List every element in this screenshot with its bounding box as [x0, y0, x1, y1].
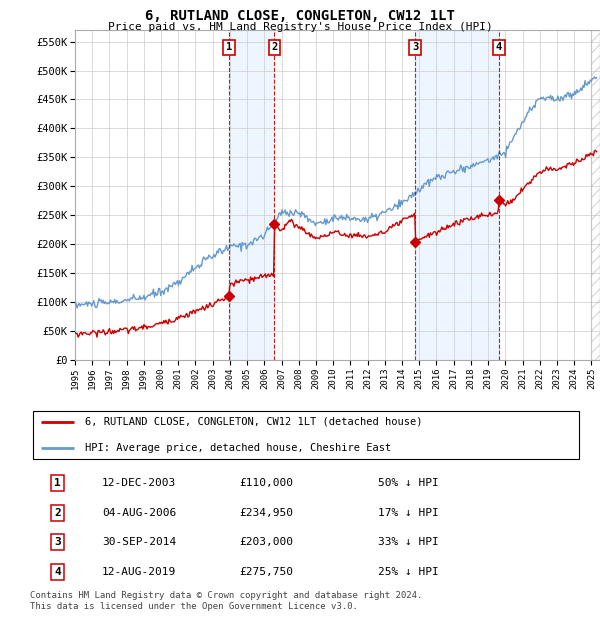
- Text: 12-DEC-2003: 12-DEC-2003: [102, 478, 176, 488]
- Text: £234,950: £234,950: [240, 508, 294, 518]
- Text: £110,000: £110,000: [240, 478, 294, 488]
- Bar: [592, 30, 600, 360]
- Text: 25% ↓ HPI: 25% ↓ HPI: [378, 567, 439, 577]
- Text: 6, RUTLAND CLOSE, CONGLETON, CW12 1LT (detached house): 6, RUTLAND CLOSE, CONGLETON, CW12 1LT (d…: [85, 417, 422, 427]
- Text: 3: 3: [54, 538, 61, 547]
- Text: £275,750: £275,750: [240, 567, 294, 577]
- Text: HPI: Average price, detached house, Cheshire East: HPI: Average price, detached house, Ches…: [85, 443, 391, 453]
- Bar: [592, 30, 600, 360]
- Bar: [415, 30, 499, 360]
- Text: 1: 1: [226, 42, 232, 52]
- Text: 4: 4: [54, 567, 61, 577]
- Text: 04-AUG-2006: 04-AUG-2006: [102, 508, 176, 518]
- Bar: [229, 30, 274, 360]
- Text: £203,000: £203,000: [240, 538, 294, 547]
- Text: 2: 2: [271, 42, 277, 52]
- Text: 30-SEP-2014: 30-SEP-2014: [102, 538, 176, 547]
- FancyBboxPatch shape: [33, 411, 579, 459]
- Text: 50% ↓ HPI: 50% ↓ HPI: [378, 478, 439, 488]
- Text: 2: 2: [54, 508, 61, 518]
- Text: 6, RUTLAND CLOSE, CONGLETON, CW12 1LT: 6, RUTLAND CLOSE, CONGLETON, CW12 1LT: [145, 9, 455, 24]
- Text: Price paid vs. HM Land Registry's House Price Index (HPI): Price paid vs. HM Land Registry's House …: [107, 22, 493, 32]
- Text: 1: 1: [54, 478, 61, 488]
- Text: 4: 4: [496, 42, 502, 52]
- Text: 33% ↓ HPI: 33% ↓ HPI: [378, 538, 439, 547]
- Text: 17% ↓ HPI: 17% ↓ HPI: [378, 508, 439, 518]
- Text: Contains HM Land Registry data © Crown copyright and database right 2024.
This d: Contains HM Land Registry data © Crown c…: [30, 591, 422, 611]
- Text: 12-AUG-2019: 12-AUG-2019: [102, 567, 176, 577]
- Text: 3: 3: [412, 42, 418, 52]
